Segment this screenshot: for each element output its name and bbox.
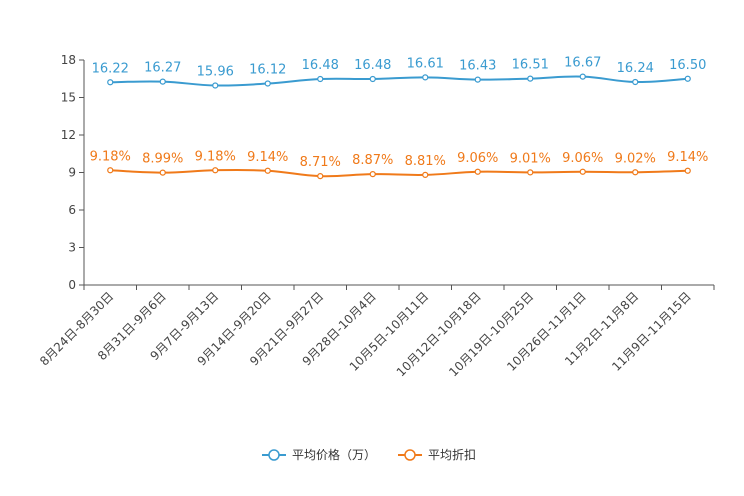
data-point: [317, 75, 324, 83]
data-label: 9.02%: [615, 151, 656, 166]
data-label: 9.14%: [667, 150, 708, 165]
y-tick-label: 12: [61, 128, 76, 142]
series-layer: 16.22 16.27 15.96 16.12 16.48 16.48 16.61 16.43…: [90, 56, 708, 180]
axes: 03691215188月24日-8月30日8月31日-9月6日9月7日-9月13…: [37, 53, 715, 379]
data-point: [264, 167, 271, 174]
data-label: 16.48: [354, 58, 391, 73]
legend-label: 平均价格（万）: [292, 447, 376, 462]
data-label: 9.06%: [457, 151, 498, 166]
data-label: 16.43: [459, 59, 496, 74]
data-point: [527, 169, 534, 176]
data-point: [369, 75, 376, 83]
data-label: 9.06%: [562, 151, 603, 166]
data-label: 16.22: [92, 61, 129, 76]
data-point: [369, 171, 376, 178]
data-point: [107, 167, 114, 174]
y-tick-label: 3: [68, 241, 76, 255]
legend-marker: [404, 449, 416, 461]
data-point: [632, 78, 639, 86]
data-label: 16.12: [249, 63, 286, 78]
data-point: [422, 171, 429, 178]
series-line: [110, 75, 688, 87]
data-point: [212, 82, 219, 89]
legend-item-0[interactable]: 平均价格（万）: [262, 447, 376, 462]
data-point: [579, 73, 586, 80]
legend-marker: [268, 449, 280, 461]
y-tick-label: 6: [68, 203, 76, 217]
legend-label: 平均折扣: [428, 447, 476, 462]
data-label: 8.71%: [300, 155, 341, 170]
legend-item-1[interactable]: 平均折扣: [398, 447, 476, 462]
data-label: 9.14%: [247, 150, 288, 165]
series-0: 16.22 16.27 15.96 16.12 16.48 16.48 16.61 16.43…: [92, 56, 706, 89]
data-point: [527, 75, 534, 82]
series-line: [110, 168, 688, 178]
y-tick-label: 9: [68, 166, 76, 180]
data-label: 16.67: [564, 56, 601, 71]
data-label: 16.27: [144, 61, 181, 76]
data-point: [579, 168, 586, 175]
data-point: [684, 75, 691, 82]
data-point: [422, 74, 429, 81]
data-point: [632, 169, 639, 176]
data-label: 8.87%: [352, 153, 393, 168]
legend[interactable]: 平均价格（万） 平均折扣: [262, 447, 476, 462]
y-tick-label: 0: [68, 278, 76, 292]
data-point: [474, 168, 481, 175]
series-1: 9.18% 8.99% 9.18% 9.14% 8.71% 8.87% 8.81% 9.06%…: [90, 149, 708, 180]
y-tick-label: 18: [61, 53, 76, 67]
y-tick-label: 15: [61, 91, 76, 105]
data-point: [212, 167, 219, 174]
data-point: [159, 169, 166, 176]
data-label: 16.50: [669, 58, 706, 73]
data-label: 15.96: [197, 65, 234, 80]
data-point: [317, 173, 324, 180]
data-label: 16.61: [407, 56, 444, 71]
data-label: 16.48: [302, 58, 339, 73]
data-point: [264, 80, 271, 87]
data-label: 8.99%: [142, 152, 183, 167]
data-point: [159, 78, 166, 85]
data-point: [107, 79, 114, 86]
data-label: 9.18%: [195, 149, 236, 164]
data-point: [684, 167, 691, 174]
data-label: 9.01%: [510, 151, 551, 166]
data-label: 16.51: [512, 58, 549, 73]
data-point: [474, 76, 481, 83]
data-label: 16.24: [617, 61, 654, 76]
data-label: 8.81%: [405, 154, 446, 169]
data-label: 9.18%: [90, 149, 131, 164]
